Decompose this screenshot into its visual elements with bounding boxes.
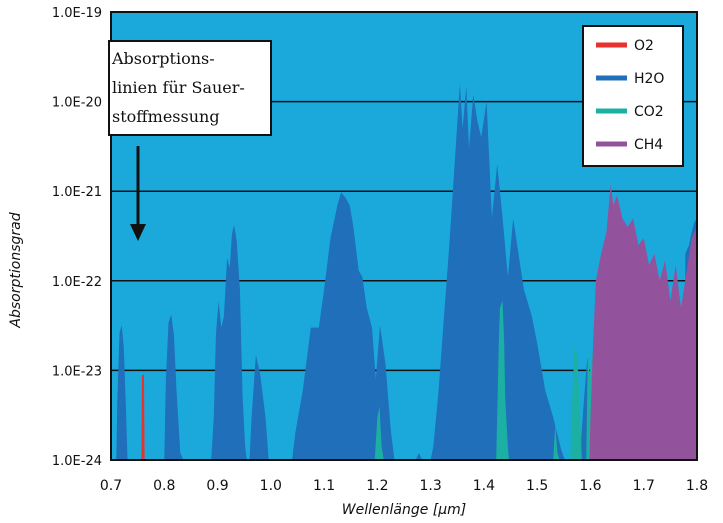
o2-band: [141, 374, 145, 460]
annotation-box: [108, 40, 272, 136]
annotation: Absorptions- linien für Sauer- stoffmess…: [108, 40, 272, 241]
y-axis-title: Absorptionsgrad: [8, 212, 24, 328]
x-tick-label: 1.5: [526, 478, 548, 494]
series-o2: [141, 374, 145, 460]
y-tick-label: 1.0E-24: [52, 454, 102, 469]
h2o-band: [116, 325, 128, 460]
legend-label-h2o: H2O: [634, 71, 664, 87]
h2o-band: [430, 83, 565, 461]
legend: O2 H2O CO2 CH4: [582, 25, 684, 167]
y-tick-label: 1.0E-19: [52, 6, 102, 21]
ch4-band: [589, 184, 697, 460]
x-tick-label: 1.4: [473, 478, 495, 494]
annotation-line-2: linien für Sauer-: [112, 78, 245, 97]
x-tick-label: 0.8: [153, 478, 175, 494]
annotation-line-3: stoffmessung: [112, 107, 220, 126]
h2o-band: [164, 314, 184, 460]
series-ch4: [589, 184, 697, 460]
y-tick-label: 1.0E-21: [52, 185, 102, 200]
h2o-band: [211, 225, 247, 460]
x-tick-label: 1.1: [313, 478, 335, 494]
plot-frame: [110, 11, 698, 461]
series-layer: [116, 83, 697, 461]
x-tick-label: 0.7: [100, 478, 122, 494]
legend-label-ch4: CH4: [634, 137, 663, 153]
x-tick-label: 1.3: [420, 478, 442, 494]
annotation-arrow-head: [130, 224, 146, 241]
y-tick-label: 1.0E-23: [52, 364, 102, 379]
h2o-band: [292, 192, 395, 460]
x-axis-title: Wellenlänge [μm]: [342, 502, 466, 518]
h2o-band: [415, 452, 423, 460]
y-axis-ticks: 1.0E-19 1.0E-20 1.0E-21 1.0E-22 1.0E-23 1.0E-…: [52, 6, 102, 469]
x-tick-label: 1.7: [633, 478, 655, 494]
annotation-line-1: Absorptions-: [111, 49, 215, 68]
x-tick-label: 1.6: [579, 478, 601, 494]
x-tick-label: 0.9: [206, 478, 228, 494]
x-axis-ticks: 0.7 0.8 0.9 1.0 1.1 1.2 1.3 1.4 1.5 1.6 1.7 1.8: [100, 478, 708, 494]
y-tick-label: 1.0E-20: [52, 96, 102, 111]
y-tick-label: 1.0E-22: [52, 275, 102, 290]
co2-band: [553, 424, 560, 460]
x-tick-label: 1.0: [260, 478, 282, 494]
co2-band: [374, 406, 384, 460]
x-tick-label: 1.8: [686, 478, 708, 494]
co2-band: [570, 347, 582, 460]
h2o-band: [249, 354, 269, 460]
x-tick-label: 1.2: [366, 478, 388, 494]
legend-label-co2: CO2: [634, 104, 664, 120]
co2-band: [496, 300, 509, 460]
legend-label-o2: O2: [634, 38, 654, 54]
